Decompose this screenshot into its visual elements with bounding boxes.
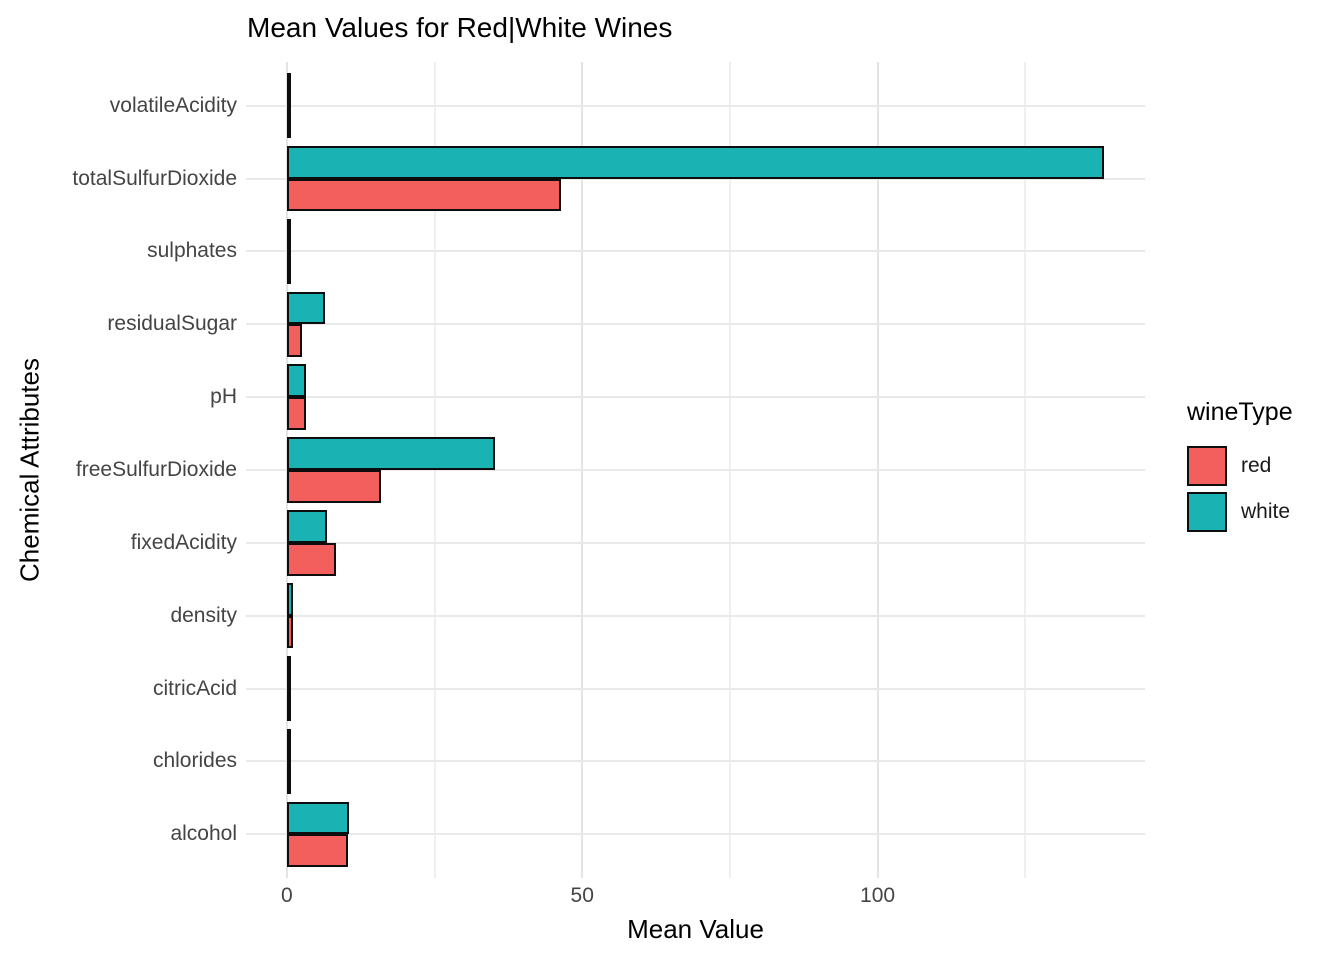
x-tick-label-100: 100 (860, 884, 896, 907)
y-tick-label-volatileAcidity: volatileAcidity (109, 93, 237, 117)
bar-red-chlorides (286, 761, 291, 795)
bar-white-pH (286, 364, 306, 398)
legend-swatch-red (1187, 446, 1227, 486)
bar-red-volatileAcidity (286, 105, 291, 139)
y-tick-label-sulphates: sulphates (147, 239, 237, 263)
gridline-y-density (246, 614, 1145, 617)
legend-item-red: red (1187, 443, 1293, 489)
gridline-y-chlorides (246, 760, 1145, 763)
y-tick-label-fixedAcidity: fixedAcidity (130, 530, 237, 554)
bar-white-sulphates (286, 218, 291, 252)
gridline-y-alcohol (246, 833, 1145, 836)
legend-swatch-white (1187, 492, 1227, 532)
y-tick-label-pH: pH (210, 385, 237, 409)
y-tick-label-citricAcid: citricAcid (152, 676, 237, 700)
bar-white-density (286, 582, 293, 616)
legend-label-white: white (1241, 500, 1291, 523)
bar-white-fixedAcidity (286, 510, 328, 543)
x-tick-label-50: 50 (570, 884, 594, 907)
gridline-y-volatileAcidity (246, 104, 1145, 107)
y-tick-label-freeSulfurDioxide: freeSulfurDioxide (75, 458, 237, 481)
bar-red-fixedAcidity (286, 542, 336, 576)
bar-red-alcohol (286, 834, 349, 868)
y-tick-label-alcohol: alcohol (170, 822, 237, 846)
bar-red-pH (286, 397, 307, 430)
gridline-y-totalSulfurDioxide (246, 177, 1145, 180)
chart-title: Mean Values for Red|White Wines (247, 12, 673, 43)
plot-panel (246, 62, 1145, 878)
legend-item-white: white (1187, 489, 1293, 535)
gridline-y-citricAcid (246, 687, 1145, 690)
bar-red-residualSugar (286, 324, 302, 358)
y-tick-label-totalSulfurDioxide: totalSulfurDioxide (72, 166, 237, 190)
bar-red-density (286, 615, 293, 649)
gridline-y-fixedAcidity (246, 541, 1145, 544)
legend-label-red: red (1241, 454, 1272, 477)
bar-white-citricAcid (286, 655, 291, 689)
y-tick-label-chlorides: chlorides (152, 749, 237, 773)
gridline-y-freeSulfurDioxide (246, 469, 1145, 471)
gridline-y-residualSugar (246, 323, 1145, 326)
bar-white-chlorides (286, 728, 291, 762)
x-axis-title: Mean Value (627, 914, 764, 944)
gridline-y-sulphates (246, 250, 1145, 253)
bar-red-freeSulfurDioxide (286, 470, 381, 503)
bar-white-residualSugar (286, 291, 325, 325)
y-tick-label-density: density (170, 603, 237, 627)
bar-red-totalSulfurDioxide (286, 178, 562, 212)
bar-white-freeSulfurDioxide (286, 437, 496, 470)
bar-red-citricAcid (286, 688, 291, 722)
gridline-y-pH (246, 396, 1145, 399)
bar-white-totalSulfurDioxide (286, 145, 1105, 179)
bar-white-alcohol (286, 801, 349, 835)
y-tick-label-residualSugar: residualSugar (107, 312, 237, 336)
legend-title: wineType (1187, 398, 1293, 426)
bar-white-volatileAcidity (286, 72, 291, 106)
x-tick-label-0: 0 (281, 884, 293, 907)
bar-red-sulphates (286, 251, 291, 285)
legend: wineType red white (1187, 398, 1293, 535)
